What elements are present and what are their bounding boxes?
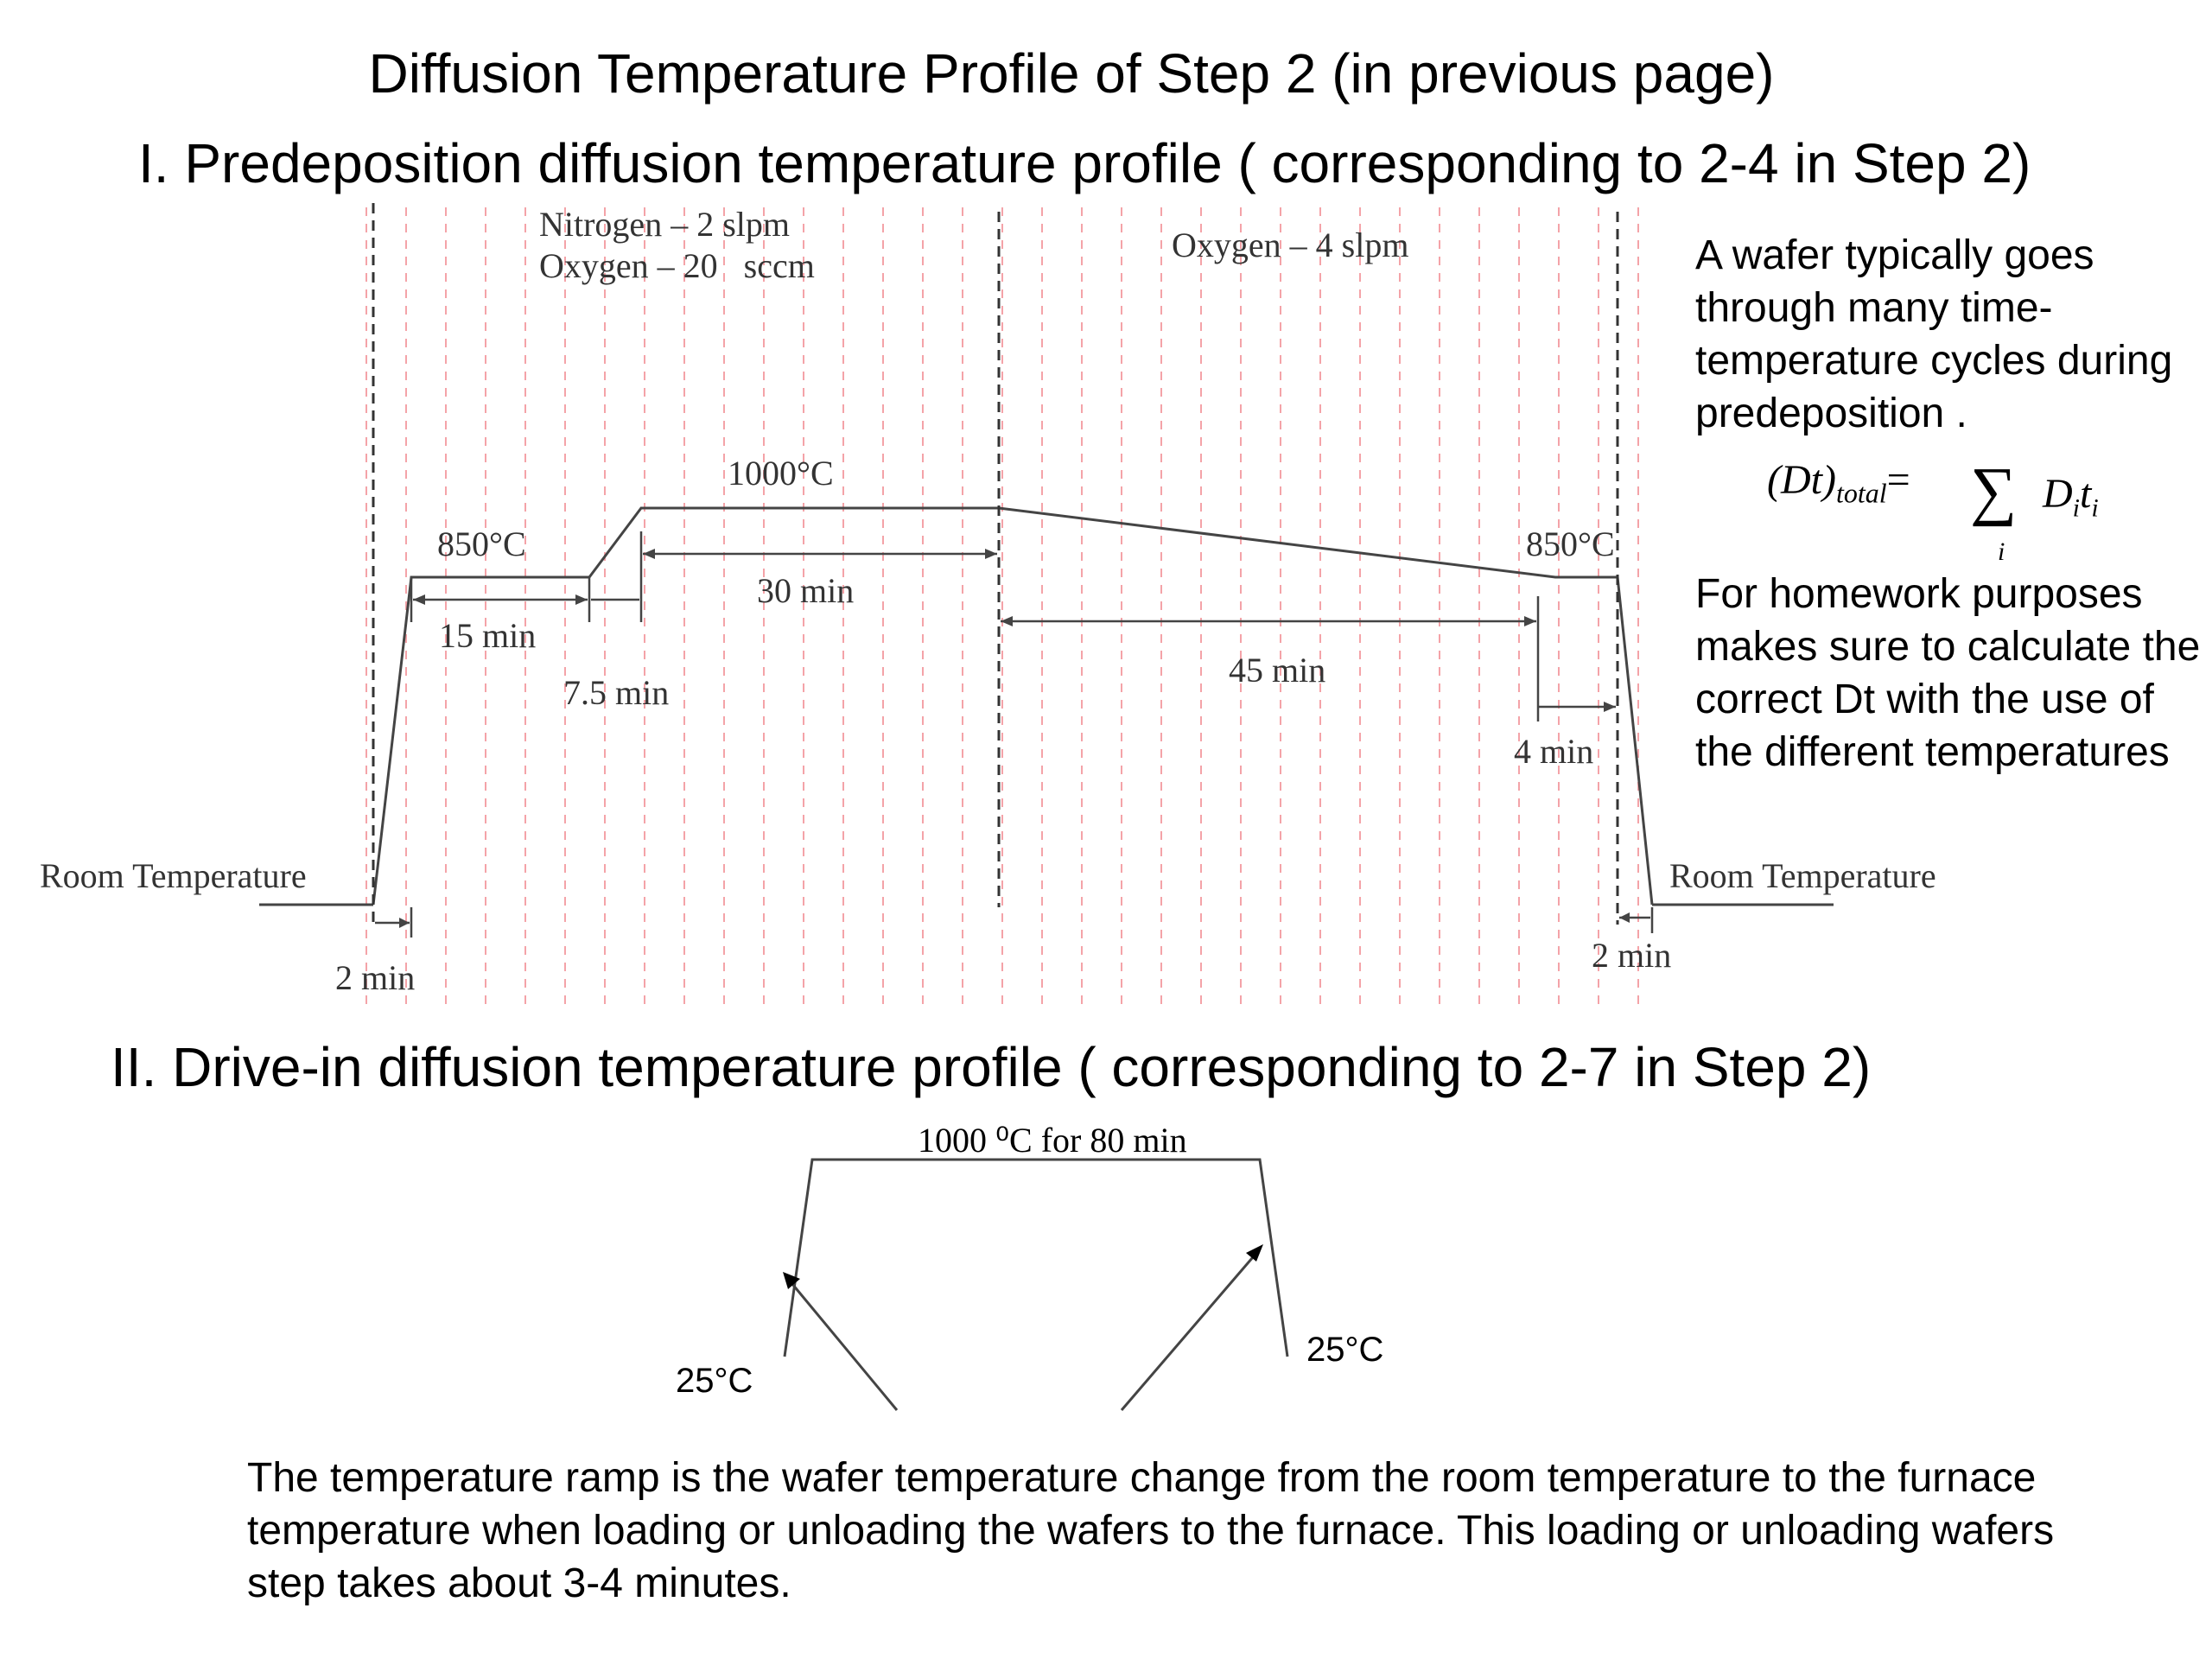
time-label-30-min: 30 min xyxy=(757,571,855,610)
temp-label-25-right: 25°C xyxy=(1306,1331,1384,1369)
formula-rhs-t: t xyxy=(2080,471,2092,517)
drive-in-profile-line xyxy=(783,1158,1289,1357)
arrowheads xyxy=(399,549,1630,928)
temperature-profile-line xyxy=(372,506,1654,906)
formula-rhs-t-sub: i xyxy=(2091,493,2099,523)
gas-label-nitrogen: Nitrogen – 2 slpm xyxy=(539,205,790,244)
room-temp-label-left: Room Temperature xyxy=(40,856,307,895)
page-title: Diffusion Temperature Profile of Step 2 … xyxy=(368,42,1775,105)
section2-heading: II. Drive-in diffusion temperature profi… xyxy=(111,1036,1872,1098)
gas-label-oxygen-20: Oxygen – 20 sccm xyxy=(539,246,815,285)
arrow-ramp-up xyxy=(786,1278,899,1411)
footer-note: The temperature ramp is the wafer temper… xyxy=(247,1455,2055,1606)
formula-lhs: (Dt) xyxy=(1767,457,1836,503)
time-label-15-min: 15 min xyxy=(439,616,537,655)
formula-sum-symbol: ∑ xyxy=(1970,454,2018,527)
time-label-45-min: 45 min xyxy=(1229,651,1326,690)
plateau-label: 1000 ⁰C for 80 min xyxy=(918,1121,1187,1160)
arrowhead xyxy=(783,1272,800,1289)
time-label-4-min: 4 min xyxy=(1514,732,1594,771)
drive-in-profile xyxy=(783,1158,1289,1411)
arrow-ramp-down xyxy=(1120,1250,1260,1411)
time-label-2-min-right: 2 min xyxy=(1592,936,1672,975)
time-label-2-min-left: 2 min xyxy=(335,958,416,997)
side-note: A wafer typically goes through many time… xyxy=(1695,232,2173,436)
formula-sum-index: i xyxy=(1998,537,2005,566)
room-temp-label-right: Room Temperature xyxy=(1669,856,1936,895)
grid-lines xyxy=(365,207,1639,1011)
temp-label-850-left: 850°C xyxy=(437,524,526,563)
arrowhead xyxy=(1246,1244,1263,1262)
gas-label-oxygen-4: Oxygen – 4 slpm xyxy=(1172,226,1409,264)
formula-equals: = xyxy=(1886,457,1910,503)
formula-subscript-total: total xyxy=(1835,477,1887,509)
dt-formula: (Dt)total= xyxy=(1767,456,1910,510)
formula-rhs-d: D xyxy=(2043,471,2073,517)
section1-heading: I. Predeposition diffusion temperature p… xyxy=(138,132,2031,194)
temp-label-25-left: 25°C xyxy=(676,1362,753,1400)
predeposition-profile xyxy=(259,203,1834,938)
temp-label-1000: 1000°C xyxy=(728,454,834,493)
formula-rhs-d-sub: i xyxy=(2072,493,2081,523)
formula-rhs: Diti xyxy=(2043,470,2099,524)
homework-note: For homework purposes makes sure to calc… xyxy=(1695,571,2201,775)
time-label-7-5-min: 7.5 min xyxy=(563,673,670,712)
temp-label-850-right: 850°C xyxy=(1526,524,1615,563)
